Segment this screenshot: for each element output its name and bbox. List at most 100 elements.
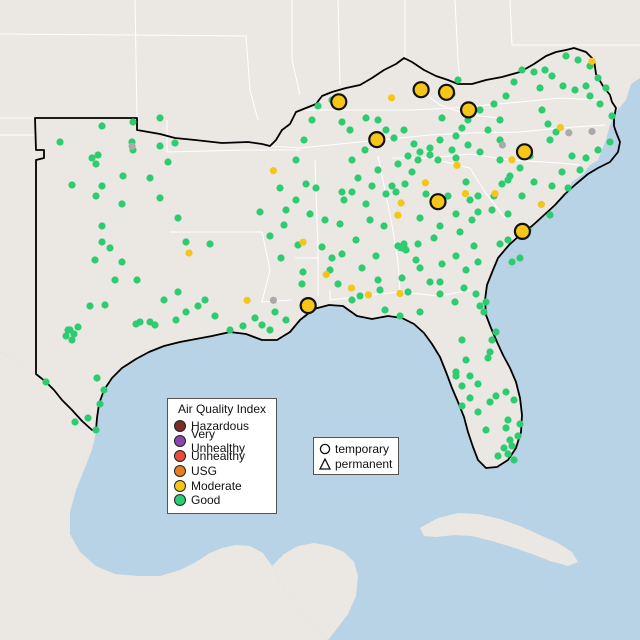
- good-monitor-dot: [426, 278, 434, 286]
- good-monitor-dot: [496, 156, 504, 164]
- good-monitor-dot: [488, 336, 496, 344]
- good-monitor-dot: [92, 426, 100, 434]
- good-monitor-dot: [361, 146, 369, 154]
- good-monitor-dot: [502, 388, 510, 396]
- good-monitor-dot: [91, 256, 99, 264]
- good-monitor-dot: [468, 216, 476, 224]
- good-monitor-dot: [546, 136, 554, 144]
- good-monitor-dot: [582, 154, 590, 162]
- good-monitor-dot: [70, 330, 78, 338]
- good-monitor-dot: [530, 68, 538, 76]
- good-monitor-dot: [582, 82, 590, 90]
- good-monitor-dot: [382, 126, 390, 134]
- good-monitor-dot: [514, 432, 522, 440]
- good-monitor-dot: [280, 221, 288, 229]
- good-monitor-dot: [92, 160, 100, 168]
- state-line: [291, 0, 301, 96]
- good-monitor-dot: [426, 144, 434, 152]
- no-data-monitor-dot: [128, 142, 136, 150]
- good-monitor-dot: [548, 182, 556, 190]
- good-monitor-dot: [494, 452, 502, 460]
- good-monitor-dot: [211, 312, 219, 320]
- good-monitor-dot: [146, 174, 154, 182]
- good-monitor-dot: [338, 118, 346, 126]
- good-monitor-dot: [504, 450, 512, 458]
- good-monitor-dot: [256, 208, 264, 216]
- no-data-monitor-dot: [498, 141, 506, 149]
- good-monitor-dot: [508, 442, 516, 450]
- good-monitor-dot: [444, 192, 452, 200]
- good-monitor-dot: [171, 139, 179, 147]
- good-monitor-dot: [430, 234, 438, 242]
- good-monitor-dot: [458, 382, 466, 390]
- temporary-monitor-marker: [513, 222, 532, 240]
- temporary-monitor-marker: [412, 81, 430, 99]
- good-monitor-dot: [362, 200, 370, 208]
- good-monitor-dot: [516, 164, 524, 172]
- aqi-legend-label: USG: [191, 463, 218, 478]
- aqi-legend-label: Hazardous: [191, 419, 250, 434]
- good-monitor-dot: [398, 274, 406, 282]
- moderate-monitor-dot: [556, 123, 565, 132]
- good-monitor-dot: [602, 84, 610, 92]
- good-monitor-dot: [133, 276, 141, 284]
- good-monitor-dot: [504, 236, 512, 244]
- good-monitor-dot: [454, 76, 462, 84]
- state-line: [454, 0, 461, 83]
- good-monitor-dot: [119, 172, 127, 180]
- good-monitor-dot: [308, 116, 316, 124]
- good-monitor-dot: [474, 258, 482, 266]
- good-monitor-dot: [416, 308, 424, 316]
- good-monitor-dot: [508, 258, 516, 266]
- legend-label-temporary: temporary: [335, 441, 390, 456]
- good-monitor-dot: [456, 228, 464, 236]
- good-monitor-dot: [462, 178, 470, 186]
- good-monitor-dot: [502, 92, 510, 100]
- aqi-legend-label: Very Unhealthy: [191, 427, 246, 456]
- good-monitor-dot: [608, 112, 616, 120]
- good-monitor-dot: [64, 326, 72, 334]
- good-monitor-dot: [84, 414, 92, 422]
- good-monitor-dot: [68, 181, 76, 189]
- good-monitor-dot: [101, 301, 109, 309]
- good-monitor-dot: [354, 174, 362, 182]
- good-monitor-dot: [518, 66, 526, 74]
- good-monitor-dot: [251, 314, 259, 322]
- good-monitor-dot: [452, 132, 460, 140]
- good-monitor-dot: [438, 114, 446, 122]
- good-monitor-dot: [464, 141, 472, 149]
- good-monitor-dot: [380, 222, 388, 230]
- aqi-legend-label: Good: [191, 493, 221, 508]
- good-monitor-dot: [282, 206, 290, 214]
- good-monitor-dot: [92, 192, 100, 200]
- temporary-monitor-marker: [460, 101, 478, 119]
- moderate-monitor-dot: [299, 238, 307, 246]
- good-monitor-dot: [504, 176, 512, 184]
- good-monitor-dot: [306, 210, 314, 218]
- good-monitor-dot: [226, 326, 234, 334]
- good-monitor-dot: [416, 214, 424, 222]
- good-monitor-dot: [466, 196, 474, 204]
- good-monitor-dot: [474, 380, 482, 388]
- good-monitor-dot: [422, 190, 430, 198]
- aqi-legend-row: Moderate: [174, 478, 270, 493]
- good-monitor-dot: [596, 100, 604, 108]
- good-monitor-dot: [346, 126, 354, 134]
- good-monitor-dot: [594, 74, 602, 82]
- good-monitor-dot: [414, 240, 422, 248]
- good-monitor-dot: [194, 302, 202, 310]
- aqi-legend: Air Quality Index Hazardous Very Unhealth…: [167, 398, 277, 514]
- good-monitor-dot: [394, 160, 402, 168]
- good-monitor-dot: [338, 188, 346, 196]
- good-monitor-dot: [436, 290, 444, 298]
- no-data-monitor-dot: [588, 127, 596, 136]
- good-monitor-dot: [318, 243, 326, 251]
- good-monitor-dot: [510, 78, 518, 86]
- moderate-monitor-dot: [394, 211, 402, 219]
- good-monitor-dot: [472, 290, 480, 298]
- state-line: [509, 0, 640, 46]
- good-monitor-dot: [71, 418, 79, 426]
- circle-icon: [319, 443, 331, 454]
- good-monitor-dot: [132, 320, 140, 328]
